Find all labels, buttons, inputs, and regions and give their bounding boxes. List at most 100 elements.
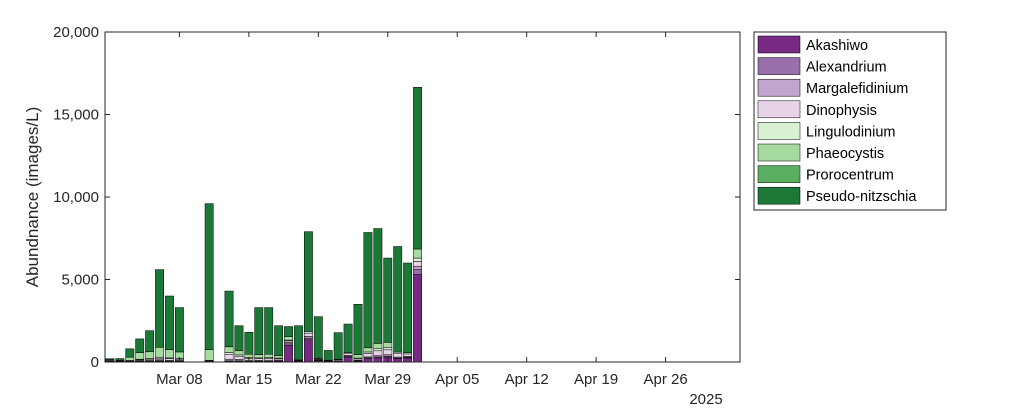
bar-segment-pseudo-nitzschia (224, 290, 234, 348)
bar-segment-pseudo-nitzschia (165, 295, 174, 350)
legend-swatch (757, 122, 801, 140)
x-tick-label: Apr 19 (574, 371, 618, 388)
legend-label: Lingulodinium (806, 124, 895, 140)
bar-segment-akashiwo (403, 357, 413, 363)
bar-segment-pseudo-nitzschia (145, 330, 155, 353)
bar-segment-pseudo-nitzschia (204, 203, 214, 350)
bar-segment-dinophysis (303, 332, 313, 337)
bar-segment-phaeocystis (373, 343, 383, 349)
bar-segment-pseudo-nitzschia (413, 87, 422, 250)
y-axis-label: Abundnance (images/L) (23, 107, 42, 288)
bar-segment-pseudo-nitzschia (244, 332, 254, 355)
legend-swatch (757, 165, 801, 183)
bar-segment-pseudo-nitzschia (115, 358, 125, 361)
bar-segment-pseudo-nitzschia (393, 246, 403, 353)
bar-segment-dinophysis (363, 353, 373, 358)
x-tick-label: Apr 12 (505, 371, 549, 388)
x-tick-label: Apr 26 (643, 371, 687, 388)
x-axis-year-label: 2025 (689, 391, 722, 408)
y-tick-label: 15,000 (53, 107, 99, 124)
bar-segment-dinophysis (373, 350, 383, 356)
bar-segment-phaeocystis (254, 354, 264, 359)
y-tick-label: 0 (91, 354, 99, 371)
x-tick-label: Mar 15 (226, 371, 273, 388)
x-axis: Mar 08 Mar 15 Mar 22 Mar 29 Apr 05 Apr 12 Apr … (156, 32, 688, 388)
legend-swatch (757, 186, 801, 205)
bar-segment-akashiwo (303, 339, 313, 363)
legend-swatch (757, 57, 801, 75)
bar-segment-phaeocystis (284, 336, 293, 341)
legend-swatch (757, 143, 801, 162)
bar-segment-pseudo-nitzschia (125, 348, 135, 358)
bar-segment-margalefidinium (413, 266, 422, 270)
bar-segment-phaeocystis (145, 351, 155, 359)
bar-segment-pseudo-nitzschia (234, 325, 244, 352)
bar-segment-pseudo-nitzschia (155, 269, 164, 348)
bar-segment-pseudo-nitzschia (135, 338, 145, 353)
bar-segment-phaeocystis (413, 248, 422, 259)
legend-label: Dinophysis (806, 103, 877, 119)
bar-segment-phaeocystis (274, 355, 284, 359)
bar-segment-pseudo-nitzschia (333, 332, 343, 360)
legend-swatch (757, 35, 801, 54)
legend-label: Margalefidinium (806, 81, 908, 97)
legend-swatch (757, 78, 801, 97)
x-tick-label: Apr 05 (435, 371, 479, 388)
bar-segment-phaeocystis (125, 356, 135, 361)
y-axis: 0 5,000 10,000 15,000 20,000 (53, 24, 740, 371)
bar-segment-lingulodinium (383, 347, 393, 351)
bar-segment-dinophysis (393, 353, 403, 358)
bar-segment-dinophysis (403, 353, 413, 357)
bar-segment-pseudo-nitzschia (353, 304, 363, 355)
x-tick-label: Mar 22 (295, 371, 342, 388)
bar-segment-pseudo-nitzschia (105, 358, 115, 360)
bar-segment-akashiwo (343, 356, 353, 363)
bar-segment-pseudo-nitzschia (373, 228, 383, 344)
bar-segment-akashiwo (373, 357, 383, 363)
bar-segment-pseudo-nitzschia (284, 326, 293, 337)
x-tick-label: Mar 08 (156, 371, 203, 388)
bar-segment-pseudo-nitzschia (383, 257, 393, 343)
bar-segment-phaeocystis (264, 354, 274, 358)
bar-segment-pseudo-nitzschia (313, 316, 323, 359)
legend-label: Alexandrium (806, 60, 887, 76)
plot-frame (104, 31, 741, 363)
bar-segment-phaeocystis (383, 342, 393, 348)
bar-segment-dinophysis (234, 355, 244, 360)
x-tick-label: Mar 29 (364, 371, 411, 388)
bar-segment-phaeocystis (204, 349, 214, 361)
bar-segment-dinophysis (413, 261, 422, 267)
legend-label: Akashiwo (806, 38, 868, 54)
y-tick-label: 20,000 (53, 24, 99, 41)
bar-segment-pseudo-nitzschia (175, 307, 184, 353)
bar-segment-pseudo-nitzschia (294, 325, 303, 360)
legend-label: Prorocentrum (806, 168, 894, 184)
bar-segment-phaeocystis (165, 349, 174, 359)
bar-segment-pseudo-nitzschia (363, 232, 373, 349)
bar-segment-pseudo-nitzschia (343, 323, 353, 354)
bar-segment-alexandrium (413, 269, 422, 275)
bar-segment-phaeocystis (353, 354, 363, 359)
bar-segment-phaeocystis (234, 350, 244, 356)
bar-segment-phaeocystis (224, 346, 234, 353)
bar-segment-phaeocystis (363, 347, 373, 353)
bar-segment-lingulodinium (413, 257, 422, 262)
y-tick-label: 5,000 (61, 272, 99, 289)
bar-segment-pseudo-nitzschia (264, 307, 274, 355)
bar-segment-pseudo-nitzschia (323, 350, 333, 361)
bar-segment-lingulodinium (373, 348, 383, 352)
bar-segment-akashiwo (284, 345, 293, 363)
y-tick-label: 10,000 (53, 189, 99, 206)
legend-label: Phaeocystis (806, 146, 884, 162)
bar-segment-pseudo-nitzschia (254, 307, 264, 355)
legend-swatch (757, 100, 801, 119)
bar-segment-akashiwo (413, 274, 422, 363)
bar-segment-pseudo-nitzschia (274, 325, 284, 356)
legend-label: Pseudo-nitzschia (806, 189, 917, 205)
bar-segment-dinophysis (383, 349, 393, 355)
bar-segment-dinophysis (224, 354, 234, 360)
bar-segment-pseudo-nitzschia (403, 262, 413, 353)
bar-stacks (105, 87, 422, 363)
bar-segment-phaeocystis (135, 352, 145, 360)
